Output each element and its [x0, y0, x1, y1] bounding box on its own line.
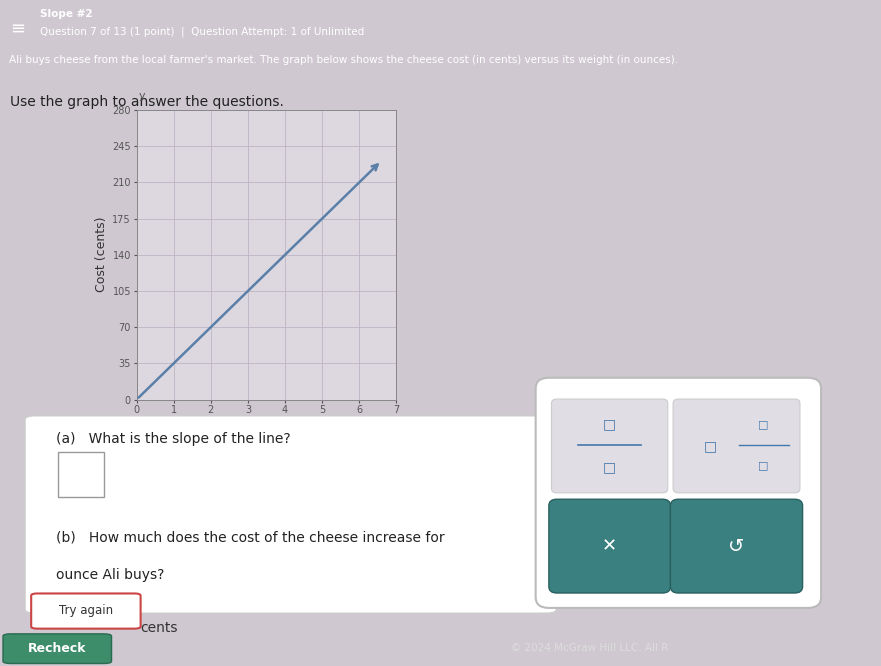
FancyBboxPatch shape [536, 378, 821, 608]
Text: Use the graph to answer the questions.: Use the graph to answer the questions. [10, 95, 284, 109]
Text: Recheck: Recheck [28, 641, 86, 655]
FancyBboxPatch shape [31, 593, 141, 629]
Text: (a)   What is the slope of the line?: (a) What is the slope of the line? [56, 432, 291, 446]
Text: ounce Ali buys?: ounce Ali buys? [56, 568, 164, 582]
Y-axis label: Cost (cents): Cost (cents) [95, 217, 108, 292]
X-axis label: Weight (ounces): Weight (ounces) [216, 420, 317, 432]
Text: Question 7 of 13 (1 point)  |  Question Attempt: 1 of Unlimited: Question 7 of 13 (1 point) | Question At… [40, 27, 364, 37]
Text: ↺: ↺ [729, 537, 744, 555]
Text: Try again: Try again [59, 604, 113, 617]
FancyBboxPatch shape [3, 634, 112, 663]
Text: □: □ [758, 420, 768, 430]
Text: □: □ [704, 439, 716, 453]
Text: ≡: ≡ [11, 20, 26, 38]
Text: □: □ [603, 418, 616, 432]
Text: x: x [402, 417, 408, 427]
Text: (b)   How much does the cost of the cheese increase for: (b) How much does the cost of the cheese… [56, 530, 444, 544]
FancyBboxPatch shape [549, 500, 670, 593]
FancyBboxPatch shape [673, 399, 800, 493]
Text: cents: cents [140, 621, 177, 635]
FancyBboxPatch shape [25, 416, 557, 613]
Text: Ali buys cheese from the local farmer's market. The graph below shows the cheese: Ali buys cheese from the local farmer's … [9, 55, 678, 65]
FancyBboxPatch shape [58, 452, 104, 498]
Text: □: □ [758, 460, 768, 470]
FancyBboxPatch shape [670, 500, 803, 593]
Text: y: y [139, 91, 145, 101]
Text: © 2024 McGraw Hill LLC. All R: © 2024 McGraw Hill LLC. All R [511, 643, 669, 653]
Text: □: □ [603, 460, 616, 474]
FancyBboxPatch shape [552, 399, 668, 493]
Text: Slope #2: Slope #2 [40, 9, 93, 19]
Text: ✕: ✕ [602, 537, 618, 555]
